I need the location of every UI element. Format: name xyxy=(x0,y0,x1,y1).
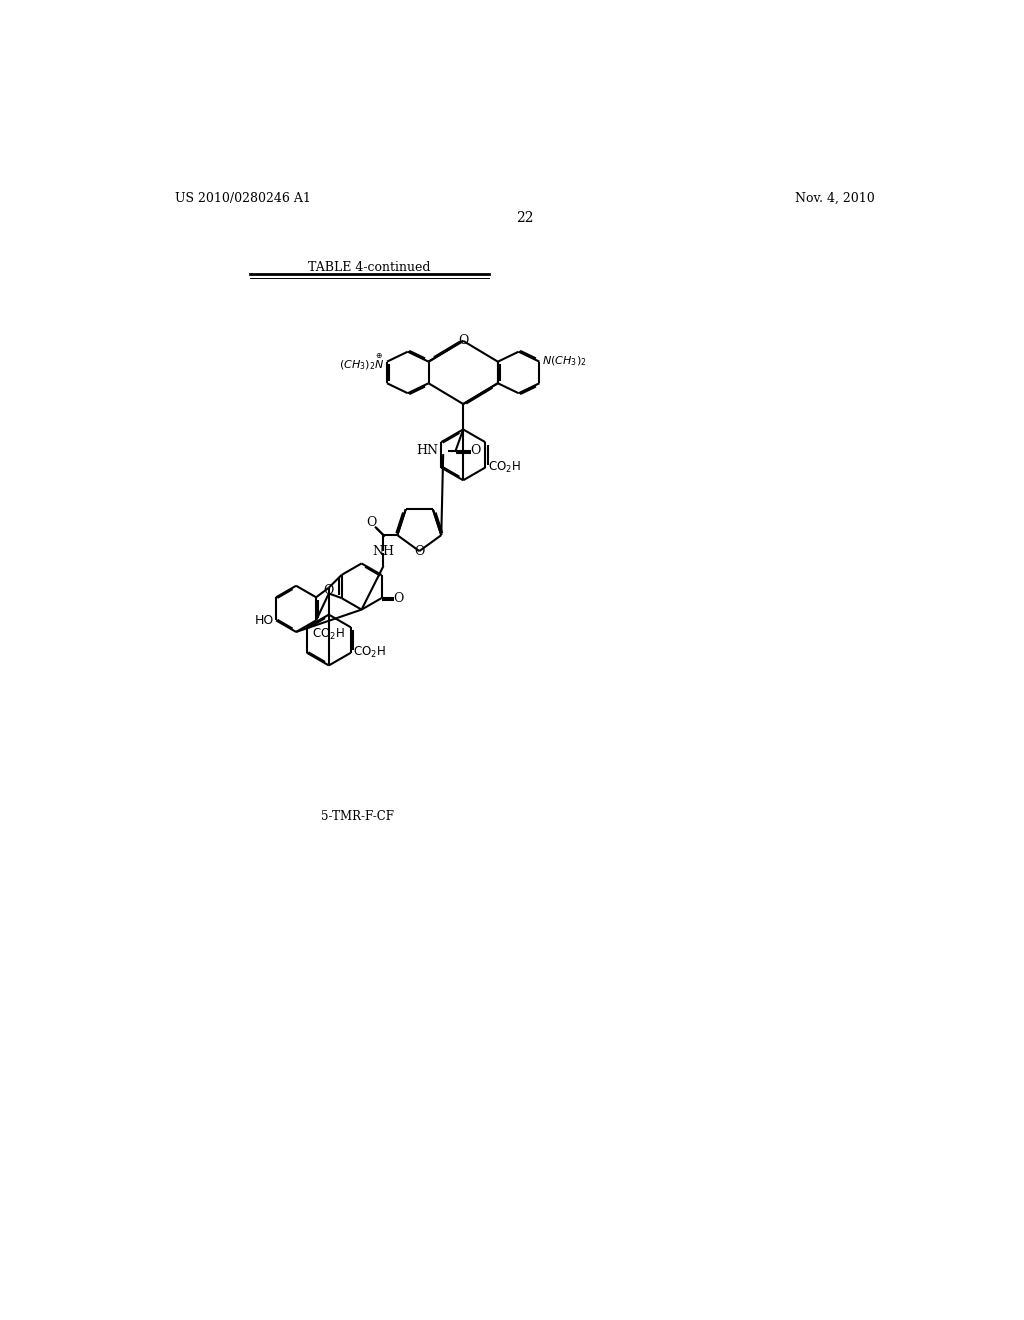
Text: O: O xyxy=(393,591,403,605)
Text: Nov. 4, 2010: Nov. 4, 2010 xyxy=(795,191,874,205)
Text: US 2010/0280246 A1: US 2010/0280246 A1 xyxy=(175,191,311,205)
Text: 5-TMR-F-CF: 5-TMR-F-CF xyxy=(322,810,394,824)
Text: HN: HN xyxy=(417,445,438,458)
Text: NH: NH xyxy=(373,545,394,558)
Text: O: O xyxy=(366,516,377,529)
Text: HO: HO xyxy=(255,614,273,627)
Text: $\mathregular{CO_2H}$: $\mathregular{CO_2H}$ xyxy=(487,459,520,475)
Text: $N(CH_3)_2$: $N(CH_3)_2$ xyxy=(542,355,587,368)
Text: TABLE 4-continued: TABLE 4-continued xyxy=(308,261,430,275)
Text: $(CH_3)_2\overset{\oplus}{N}$: $(CH_3)_2\overset{\oplus}{N}$ xyxy=(339,351,385,372)
Text: O: O xyxy=(324,583,334,597)
Text: $\mathregular{CO_2H}$: $\mathregular{CO_2H}$ xyxy=(312,627,345,642)
Text: $\mathregular{CO_2H}$: $\mathregular{CO_2H}$ xyxy=(353,645,386,660)
Text: O: O xyxy=(470,445,480,458)
Text: O: O xyxy=(458,334,468,347)
Text: O: O xyxy=(414,545,425,557)
Text: 22: 22 xyxy=(516,211,534,224)
